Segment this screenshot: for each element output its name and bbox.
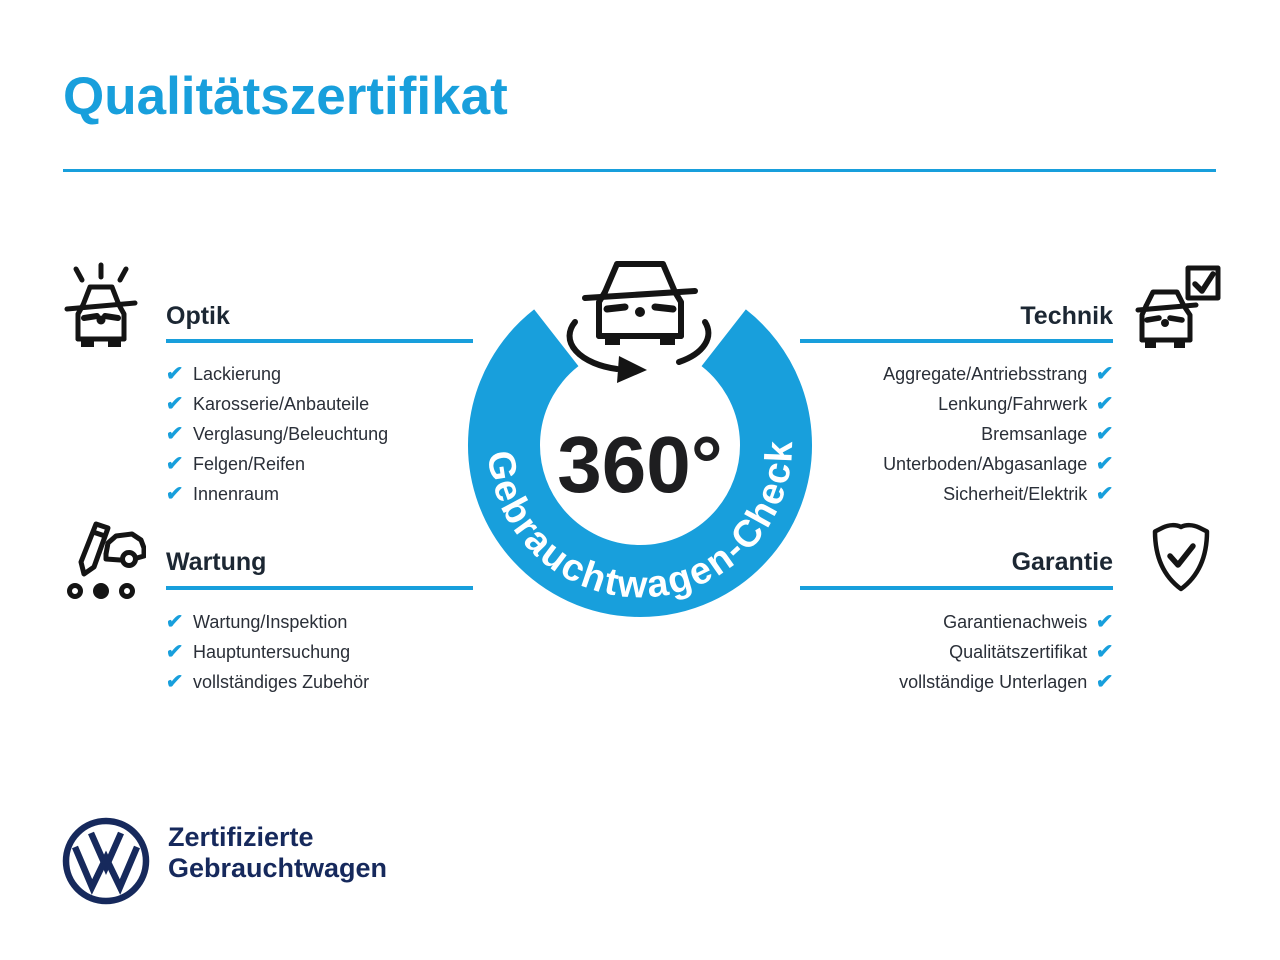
checklist-item-label: Lenkung/Fahrwerk (938, 393, 1088, 414)
checklist-item: ✔ Lackierung (164, 359, 388, 389)
checklist-item-label: Karosserie/Anbauteile (193, 393, 370, 414)
checklist-item-label: Sicherheit/Elektrik (943, 483, 1088, 504)
section-title-wartung: Wartung (166, 548, 267, 576)
check-icon: ✔ (1095, 671, 1115, 693)
vw-logo (62, 817, 150, 905)
check-icon: ✔ (164, 611, 184, 633)
car-rotation-icon (566, 261, 712, 383)
check-icon: ✔ (1095, 393, 1115, 415)
check-icon: ✔ (164, 423, 184, 445)
checklist-item: vollständige Unterlagen ✔ (800, 667, 1115, 697)
checklist-item-label: vollständiges Zubehör (193, 671, 370, 692)
car-shine-icon (64, 262, 138, 347)
checklist-item: ✔ Verglasung/Beleuchtung (164, 419, 389, 449)
check-icon: ✔ (164, 483, 184, 505)
technik-checklist: Aggregate/Antriebsstrang ✔ Lenkung/Fahrw… (800, 359, 1115, 509)
checklist-item-label: Hauptuntersuchung (193, 641, 351, 662)
check-icon: ✔ (1095, 453, 1115, 475)
section-title-technik: Technik (1020, 302, 1113, 330)
check-icon: ✔ (1095, 611, 1115, 633)
checklist-item-label: vollständige Unterlagen (899, 671, 1088, 692)
checklist-item: ✔ vollständiges Zubehör (164, 667, 370, 697)
badge-ring (468, 309, 812, 617)
check-icon: ✔ (164, 363, 184, 385)
car-checkbox-icon (1135, 265, 1221, 348)
check-icon: ✔ (1095, 423, 1115, 445)
badge-360: Gebrauchtwagen-Check 360° (468, 261, 812, 617)
checklist-item: Bremsanlage ✔ (800, 419, 1115, 449)
checklist-item-label: Qualitätszertifikat (949, 641, 1088, 662)
checklist-item-label: Bremsanlage (981, 423, 1088, 444)
checklist-item: ✔ Innenraum (164, 479, 388, 509)
section-rule-technik (800, 339, 1113, 343)
checklist-item: ✔ Hauptuntersuchung (164, 637, 369, 667)
check-icon: ✔ (164, 641, 184, 663)
checklist-item-label: Unterboden/Abgasanlage (883, 453, 1088, 474)
checklist-item-label: Aggregate/Antriebsstrang (883, 363, 1088, 384)
check-icon: ✔ (1095, 641, 1115, 663)
check-icon: ✔ (164, 453, 184, 475)
footer-claim-line2: Gebrauchtwagen (168, 853, 388, 883)
checklist-item-label: Innenraum (193, 483, 280, 504)
checklist-item: Qualitätszertifikat ✔ (800, 637, 1115, 667)
section-title-optik: Optik (166, 302, 230, 330)
check-icon: ✔ (1095, 483, 1115, 505)
wartung-checklist: ✔ Wartung/Inspektion ✔ Hauptuntersuchung… (164, 607, 370, 697)
garantie-checklist: Garantienachweis ✔ Qualitätszertifikat ✔… (800, 607, 1115, 697)
checklist-item: Unterboden/Abgasanlage ✔ (800, 449, 1115, 479)
section-rule-optik (166, 339, 473, 343)
check-icon: ✔ (164, 671, 184, 693)
checklist-item-label: Wartung/Inspektion (193, 611, 348, 632)
footer-claim: Zertifizierte Gebrauchtwagen (168, 822, 387, 884)
checklist-item: Sicherheit/Elektrik ✔ (800, 479, 1115, 509)
optik-checklist: ✔ Lackierung ✔ Karosserie/Anbauteile ✔ V… (164, 359, 389, 509)
checklist-item: ✔ Karosserie/Anbauteile (164, 389, 388, 419)
page-title: Qualitätszertifikat (63, 67, 508, 126)
checklist-item: Lenkung/Fahrwerk ✔ (800, 389, 1115, 419)
title-divider (63, 169, 1216, 172)
checklist-item: Garantienachweis ✔ (800, 607, 1115, 637)
badge-degrees-label: 360° (557, 420, 722, 509)
check-icon: ✔ (1095, 363, 1115, 385)
pencil-car-icon (67, 521, 146, 599)
checklist-item-label: Felgen/Reifen (193, 453, 306, 474)
checklist-item: Aggregate/Antriebsstrang ✔ (800, 359, 1115, 389)
shield-check-icon (1152, 522, 1210, 592)
section-title-garantie: Garantie (1011, 548, 1113, 576)
checklist-item-label: Verglasung/Beleuchtung (193, 423, 389, 444)
section-rule-wartung (166, 586, 473, 590)
checklist-item-label: Garantienachweis (943, 611, 1088, 632)
checklist-item: ✔ Wartung/Inspektion (164, 607, 369, 637)
footer-claim-line1: Zertifizierte (168, 822, 314, 852)
section-rule-garantie (800, 586, 1113, 590)
check-icon: ✔ (164, 393, 184, 415)
checklist-item-label: Lackierung (193, 363, 282, 384)
checklist-item: ✔ Felgen/Reifen (164, 449, 388, 479)
